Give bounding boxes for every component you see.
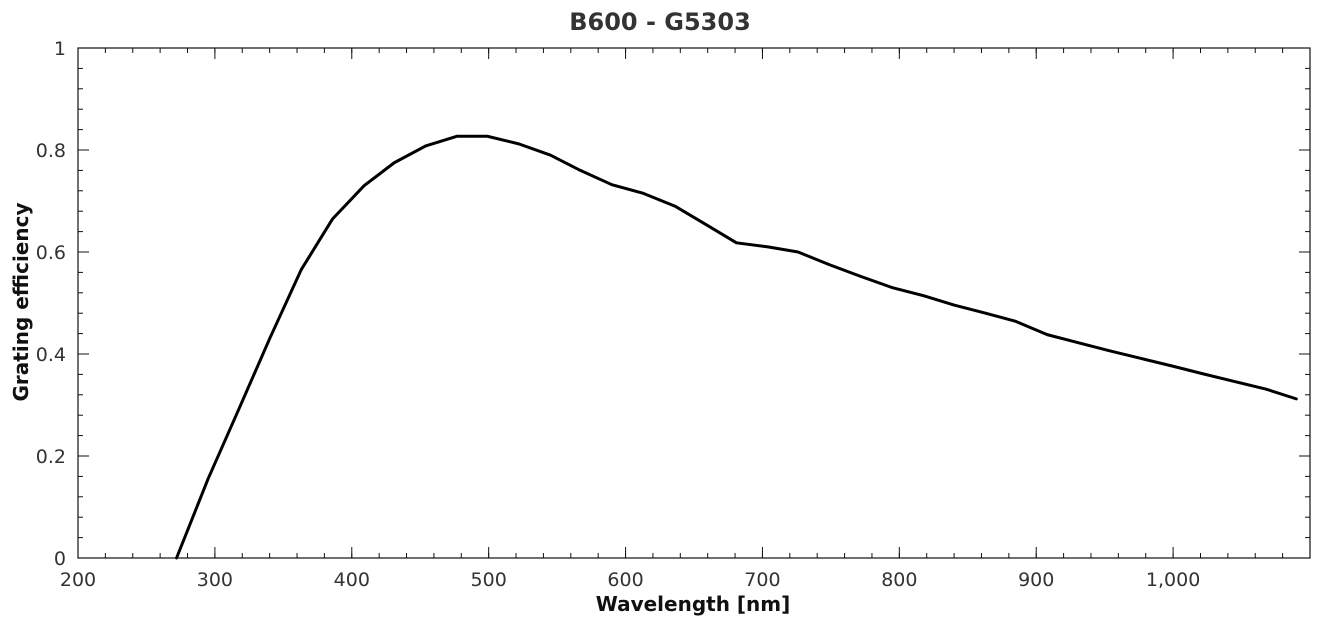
y-tick-label: 1 bbox=[54, 38, 66, 60]
x-tick-label: 200 bbox=[60, 569, 96, 591]
x-tick-label: 800 bbox=[881, 569, 917, 591]
x-tick-label: 700 bbox=[744, 569, 780, 591]
x-tick-label: 900 bbox=[1018, 569, 1054, 591]
y-tick-label: 0.4 bbox=[36, 344, 66, 366]
series-line bbox=[175, 134, 1298, 560]
y-tick-label: 0.8 bbox=[36, 140, 66, 162]
y-tick-label: 0.2 bbox=[36, 446, 66, 468]
x-tick-label: 1,000 bbox=[1146, 569, 1200, 591]
x-tick-label: 600 bbox=[607, 569, 643, 591]
x-tick-label: 400 bbox=[334, 569, 370, 591]
plot-frame bbox=[77, 47, 1311, 559]
y-tick-label: 0.6 bbox=[36, 242, 66, 264]
y-tick-label: 0 bbox=[54, 548, 66, 570]
chart-title: B600 - G5303 bbox=[569, 8, 751, 36]
tick-labels: 200 300 400 500 600 700 800 900 1,000 0 0.2 0.4 0.6 0… bbox=[36, 38, 1201, 591]
x-tick-label: 300 bbox=[197, 569, 233, 591]
series-layer bbox=[175, 134, 1298, 560]
y-axis-label: Grating efficiency bbox=[9, 203, 33, 402]
x-axis-label: Wavelength [nm] bbox=[596, 592, 791, 616]
x-tick-label: 500 bbox=[471, 569, 507, 591]
axis-ticks bbox=[77, 47, 1311, 559]
